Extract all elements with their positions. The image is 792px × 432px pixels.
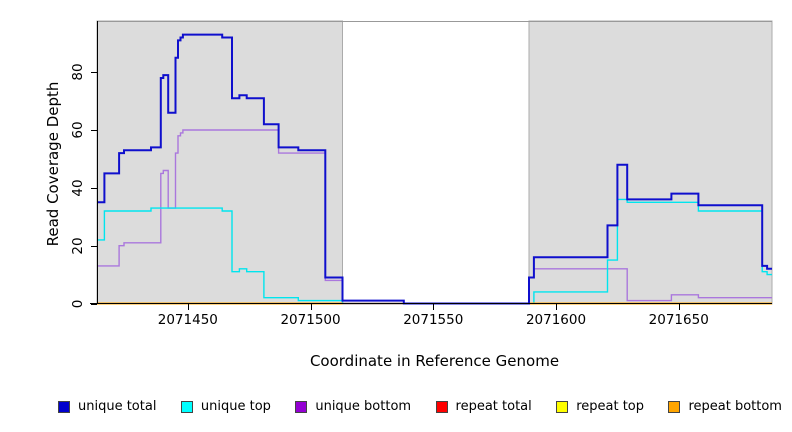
y-tick-mark: [91, 72, 97, 74]
x-tick-label: 2071600: [525, 312, 587, 328]
legend-label: repeat top: [576, 399, 644, 414]
y-tick-label: 80: [70, 63, 86, 81]
y-tick-label: 60: [70, 121, 86, 139]
y-tick-mark: [91, 187, 97, 189]
shaded-coverage-region: [528, 20, 773, 305]
y-axis-line: [97, 21, 98, 304]
x-axis-line: [90, 303, 772, 304]
legend-label: repeat bottom: [688, 399, 782, 414]
repeat-total-swatch-icon: [435, 400, 448, 413]
x-tick-mark: [433, 304, 435, 310]
unique-top-swatch-icon: [180, 400, 193, 413]
plot-area: [96, 20, 773, 305]
x-tick-mark: [310, 304, 312, 310]
x-tick-mark: [556, 304, 557, 310]
x-tick-mark: [187, 304, 189, 310]
legend-item-unique-total: unique total: [58, 399, 156, 414]
unique-top-line: [97, 198, 772, 305]
y-tick-label: 0: [70, 299, 86, 308]
y-tick-label: 20: [70, 237, 86, 255]
shaded-coverage-region: [96, 20, 343, 305]
coverage-plot-canvas: [96, 20, 773, 305]
x-tick-label: 2071650: [648, 312, 709, 328]
x-tick-label: 2071450: [157, 312, 218, 328]
y-tick-label: 40: [70, 179, 86, 197]
legend-label: repeat total: [455, 399, 532, 414]
unique-total-line: [97, 33, 772, 305]
unique-bottom-swatch-icon: [295, 400, 308, 413]
y-axis-title: Read Coverage Depth: [44, 81, 62, 247]
repeat-bottom-swatch-icon: [668, 400, 681, 413]
x-tick-label: 2071500: [280, 312, 341, 328]
legend-item-repeat-top: repeat top: [556, 399, 644, 414]
legend-item-unique-top: unique top: [180, 399, 271, 414]
unique-total-swatch-icon: [58, 400, 70, 413]
legend-item-repeat-total: repeat total: [435, 399, 532, 414]
legend-label: unique top: [200, 399, 271, 414]
y-tick-mark: [91, 245, 97, 247]
x-tick-mark: [678, 304, 680, 310]
x-axis-title: Coordinate in Reference Genome: [309, 352, 560, 370]
unique-bottom-line: [97, 129, 772, 305]
x-tick-label: 2071550: [403, 312, 464, 328]
legend-label: unique total: [78, 399, 157, 414]
legend-item-unique-bottom: unique bottom: [295, 399, 411, 414]
repeat-top-swatch-icon: [556, 400, 569, 413]
legend-item-repeat-bottom: repeat bottom: [668, 399, 782, 414]
legend: unique total unique top unique bottom re…: [58, 399, 782, 414]
y-tick-mark: [91, 130, 97, 131]
legend-label: unique bottom: [315, 399, 412, 414]
y-tick-mark: [91, 303, 97, 305]
